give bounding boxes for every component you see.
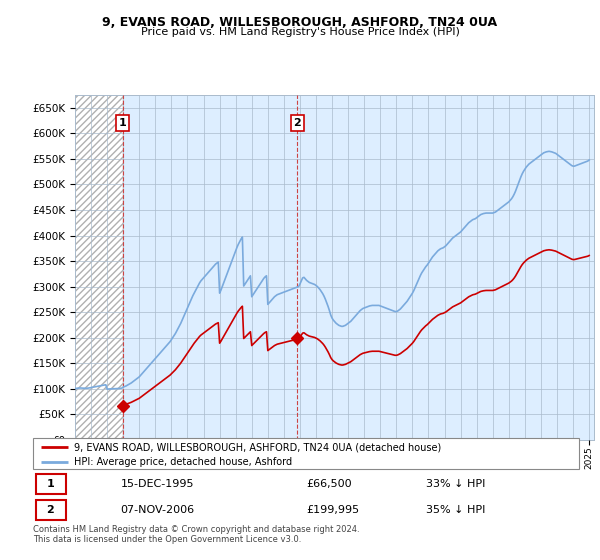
FancyBboxPatch shape xyxy=(36,500,66,520)
Text: Contains HM Land Registry data © Crown copyright and database right 2024.
This d: Contains HM Land Registry data © Crown c… xyxy=(33,525,359,544)
Text: £199,995: £199,995 xyxy=(306,505,359,515)
FancyBboxPatch shape xyxy=(33,438,579,469)
Text: 07-NOV-2006: 07-NOV-2006 xyxy=(121,505,194,515)
Bar xyxy=(75,95,122,440)
Text: 35% ↓ HPI: 35% ↓ HPI xyxy=(426,505,485,515)
FancyBboxPatch shape xyxy=(36,474,66,494)
Text: 9, EVANS ROAD, WILLESBOROUGH, ASHFORD, TN24 0UA (detached house): 9, EVANS ROAD, WILLESBOROUGH, ASHFORD, T… xyxy=(74,442,441,452)
Bar xyxy=(75,95,122,440)
Text: 1: 1 xyxy=(119,118,127,128)
Text: 15-DEC-1995: 15-DEC-1995 xyxy=(121,479,194,489)
Text: 2: 2 xyxy=(47,505,55,515)
Text: HPI: Average price, detached house, Ashford: HPI: Average price, detached house, Ashf… xyxy=(74,456,292,466)
Text: 33% ↓ HPI: 33% ↓ HPI xyxy=(426,479,485,489)
Text: 1: 1 xyxy=(47,479,55,489)
Text: Price paid vs. HM Land Registry's House Price Index (HPI): Price paid vs. HM Land Registry's House … xyxy=(140,27,460,37)
Text: 2: 2 xyxy=(293,118,301,128)
Text: 9, EVANS ROAD, WILLESBOROUGH, ASHFORD, TN24 0UA: 9, EVANS ROAD, WILLESBOROUGH, ASHFORD, T… xyxy=(103,16,497,29)
Text: £66,500: £66,500 xyxy=(306,479,352,489)
